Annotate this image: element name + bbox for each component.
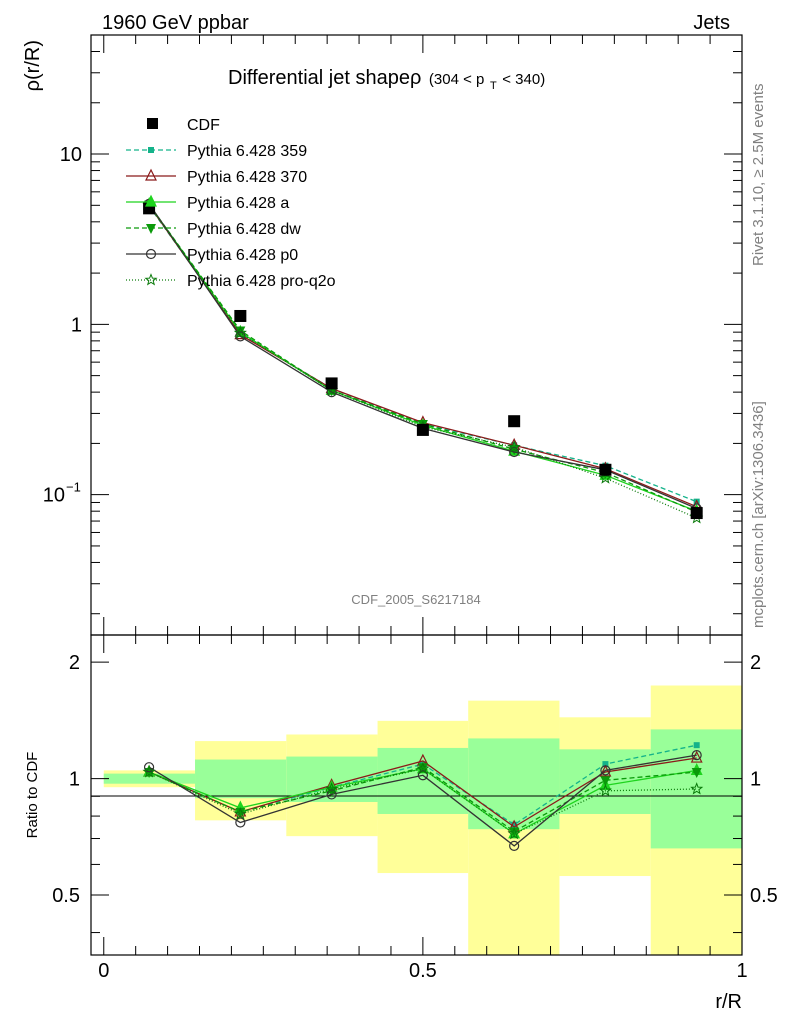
main-title-end: < 340) bbox=[502, 71, 545, 88]
legend-cdf-label: CDF bbox=[187, 117, 220, 134]
legend-marker bbox=[146, 224, 156, 234]
main-y-tick-exponent: −1 bbox=[66, 480, 81, 495]
mcplots-label: mcplots.cern.ch [arXiv:1306.3436] bbox=[750, 401, 767, 628]
legend: CDF Pythia 6.428 359 Pythia 6.428 370 Pythi… bbox=[126, 117, 336, 290]
x-axis-label: r/R bbox=[715, 991, 742, 1013]
legend-marker bbox=[145, 248, 157, 260]
ratio-band-inner bbox=[377, 747, 469, 814]
ratio-series-point bbox=[326, 789, 337, 800]
main-y-tick-label: 1 bbox=[71, 314, 82, 336]
legend-marker bbox=[144, 273, 158, 286]
ratio-series-point bbox=[600, 765, 611, 776]
ratio-series-line bbox=[148, 754, 697, 847]
cdf-data-point bbox=[690, 507, 703, 520]
ratio-y-tick-label-right: 2 bbox=[750, 652, 761, 674]
ratio-y-tick-label-left: 0.5 bbox=[52, 885, 80, 907]
ratio-series-point bbox=[509, 840, 520, 851]
legend-label: Pythia 6.428 p0 bbox=[187, 247, 298, 264]
ratio-series-line bbox=[148, 768, 697, 835]
ratio-y-tick-label-right: 0.5 bbox=[750, 885, 778, 907]
cdf-data-point bbox=[325, 377, 338, 390]
ratio-y-tick-label-left: 2 bbox=[69, 652, 80, 674]
ratio-band-inner bbox=[195, 759, 287, 799]
series-point bbox=[598, 471, 612, 484]
ratio-series-point bbox=[143, 762, 155, 773]
ratio-series-point bbox=[691, 767, 702, 778]
ratio-series-point bbox=[325, 782, 339, 795]
cdf-data-point bbox=[599, 463, 612, 476]
ratio-series-point bbox=[598, 783, 612, 797]
series-point bbox=[507, 440, 521, 453]
ratio-series-point bbox=[693, 742, 700, 749]
x-tick-label: 0.5 bbox=[409, 960, 437, 982]
ratio-series-4 bbox=[143, 749, 702, 851]
main-title-text: Differential jet shapeρ bbox=[228, 67, 421, 89]
ratio-y-label: Ratio to CDF bbox=[24, 752, 41, 839]
legend-marker bbox=[145, 194, 157, 207]
legend-label: Pythia 6.428 359 bbox=[187, 143, 307, 160]
cdf-data-point bbox=[508, 415, 521, 428]
ratio-y-tick-label-left: 1 bbox=[69, 769, 80, 791]
ratio-series-point bbox=[416, 761, 430, 775]
legend-marker bbox=[145, 168, 157, 181]
legend-label: Pythia 6.428 pro-q2o bbox=[187, 273, 336, 290]
main-title-suffix: (304 < p bbox=[429, 71, 484, 88]
series-point bbox=[233, 326, 247, 339]
main-title-sub: T bbox=[490, 80, 497, 92]
ratio-series-point bbox=[599, 764, 612, 777]
ratio-series-point bbox=[600, 776, 611, 787]
legend-marker bbox=[148, 147, 154, 153]
ratio-frame bbox=[90, 634, 743, 956]
ratio-band-inner bbox=[103, 773, 196, 784]
ratio-series-point bbox=[507, 826, 521, 840]
x-tick-label: 0 bbox=[98, 960, 109, 982]
legend-label: Pythia 6.428 dw bbox=[187, 221, 301, 238]
header-right: Jets bbox=[693, 12, 730, 34]
legend-cdf-marker bbox=[147, 118, 158, 129]
ratio-series-point bbox=[233, 807, 247, 820]
main-y-tick-label: 10 bbox=[43, 485, 65, 507]
ratio-series-point bbox=[142, 765, 156, 778]
cdf-data-point bbox=[234, 309, 247, 322]
main-y-label: ρ(r/R) bbox=[22, 40, 44, 91]
ratio-y-tick-label-right: 1 bbox=[750, 769, 761, 791]
ratio-series-point bbox=[235, 807, 246, 818]
ratio-panel: 0.5 0.5 1 1 2 2 0 0.5 1 Ratio to CDF r/R bbox=[24, 634, 778, 1013]
header-left: 1960 GeV ppbar bbox=[102, 12, 249, 34]
x-tick-label: 1 bbox=[736, 960, 747, 982]
main-title: Differential jet shapeρ (304 < p T < 340… bbox=[228, 67, 545, 94]
rivet-label: Rivet 3.1.10, ≥ 2.5M events bbox=[750, 84, 767, 267]
ratio-series-5 bbox=[142, 761, 704, 840]
cdf-data-point bbox=[416, 423, 429, 436]
main-y-tick-label: 10 bbox=[60, 144, 82, 166]
ratio-series-point bbox=[690, 782, 704, 795]
reference-label: CDF_2005_S6217184 bbox=[351, 592, 480, 607]
ratio-series-point bbox=[509, 827, 520, 838]
ratio-series-point bbox=[602, 761, 609, 768]
ratio-band-inner bbox=[650, 729, 742, 849]
legend-label: Pythia 6.428 a bbox=[187, 195, 289, 212]
ratio-series-point bbox=[235, 817, 246, 828]
ratio-series-point bbox=[690, 750, 703, 763]
legend-label: Pythia 6.428 370 bbox=[187, 169, 307, 186]
ratio-series-point bbox=[691, 749, 702, 761]
ratio-band-inner bbox=[468, 738, 560, 830]
ratio-series-point bbox=[511, 821, 518, 828]
